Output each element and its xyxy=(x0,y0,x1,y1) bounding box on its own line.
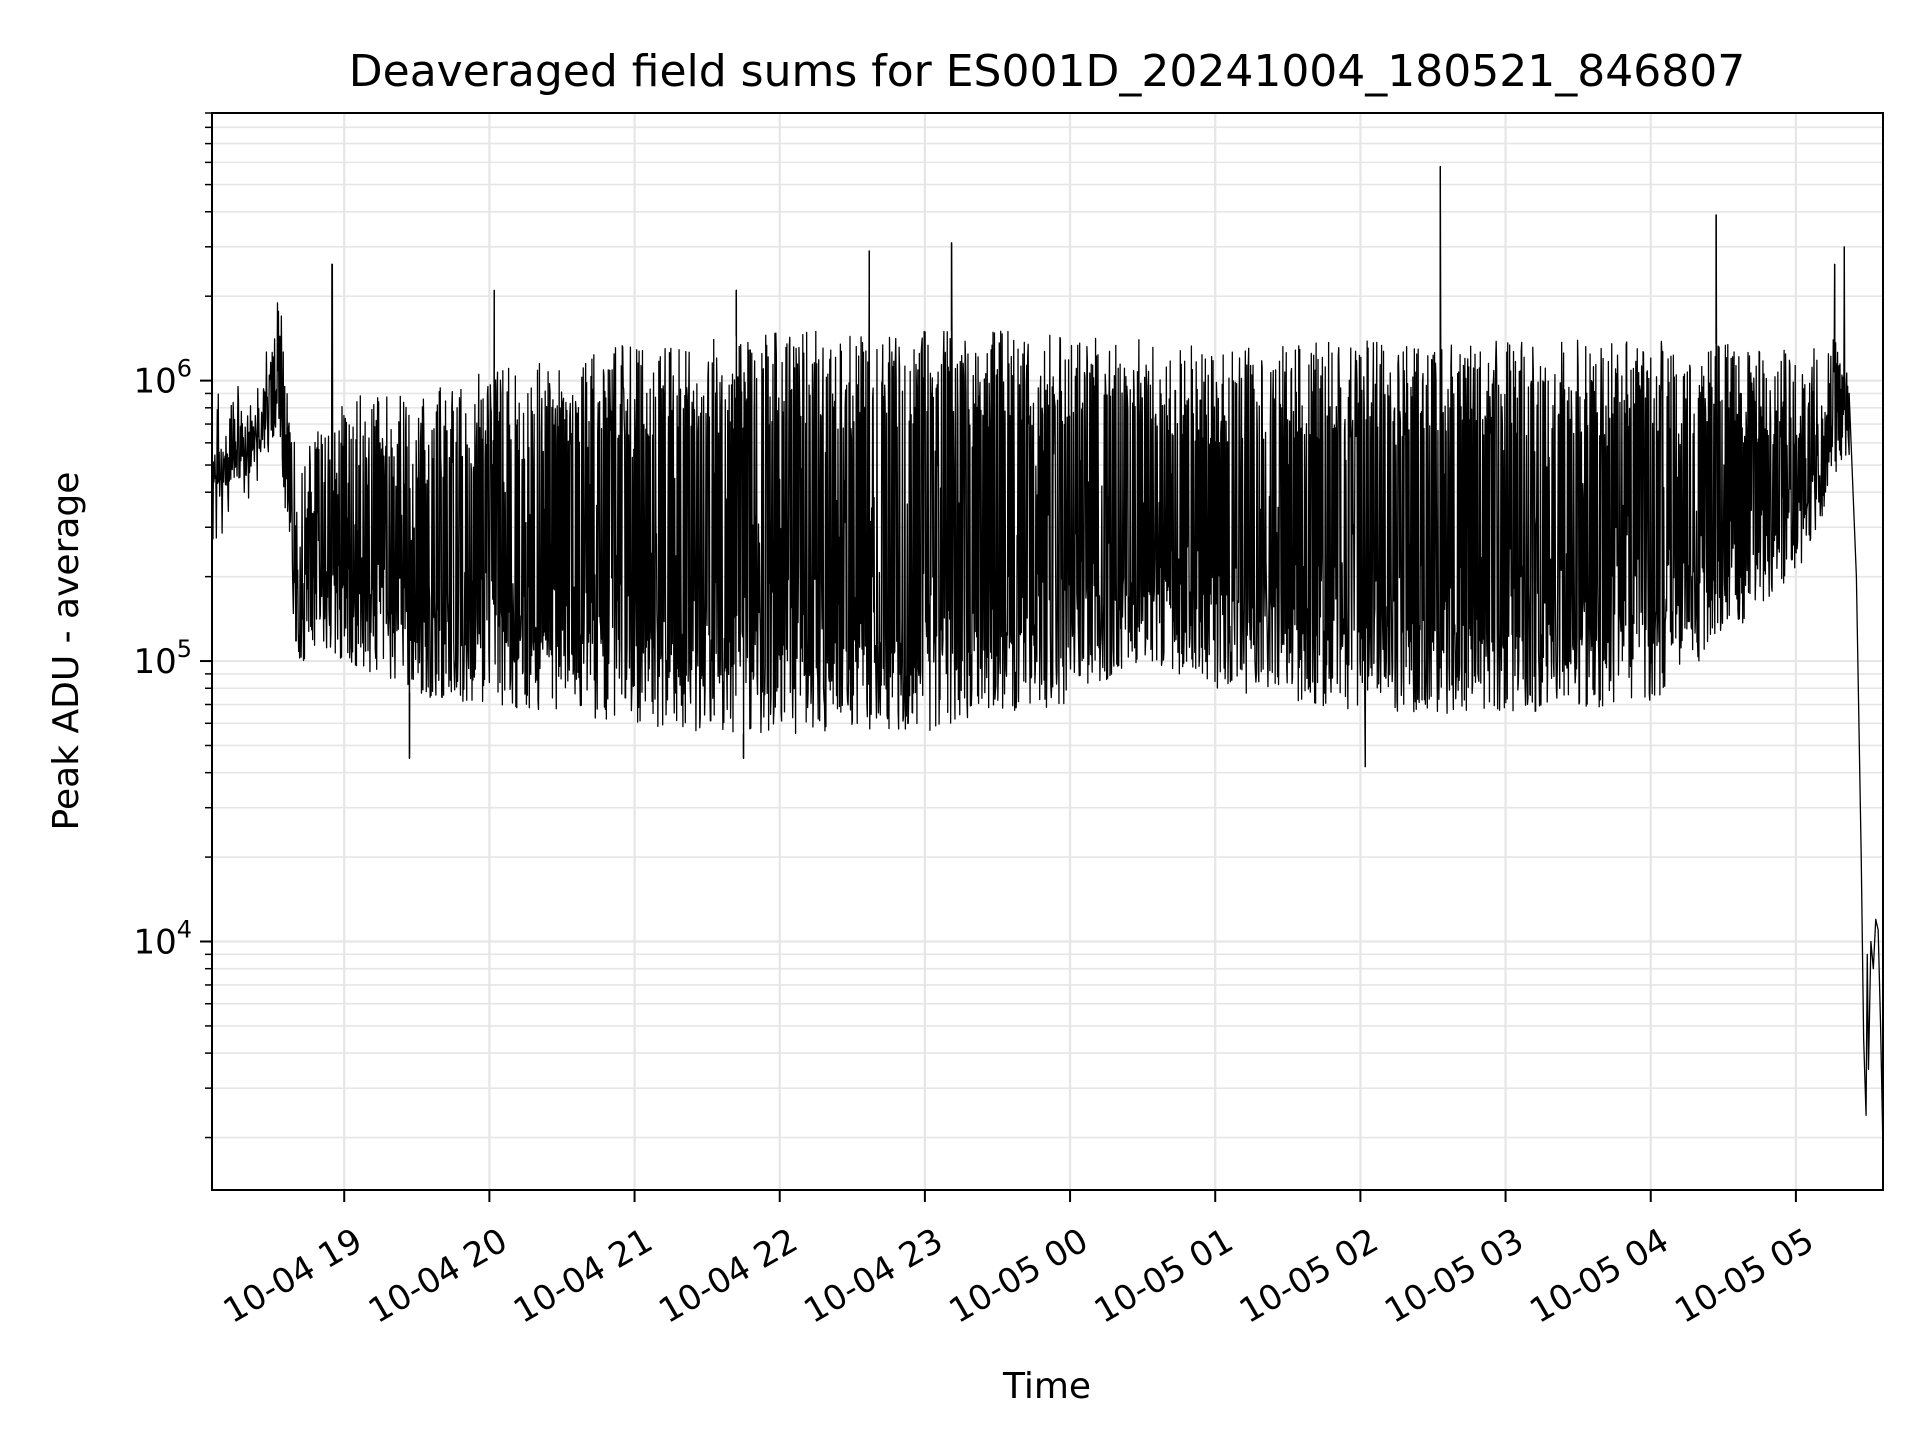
y-tick-label: 105 xyxy=(133,635,192,682)
y-tick-label: 106 xyxy=(133,355,192,402)
data-layer xyxy=(212,165,1883,1151)
y-axis-label: Peak ADU - average xyxy=(46,472,87,831)
x-axis-label: Time xyxy=(1002,1366,1091,1407)
y-tick-label: 104 xyxy=(133,916,192,963)
series-line xyxy=(212,165,1883,1151)
chart-title: Deaveraged field sums for ES001D_2024100… xyxy=(349,46,1745,97)
plot-frame xyxy=(211,112,1884,1191)
